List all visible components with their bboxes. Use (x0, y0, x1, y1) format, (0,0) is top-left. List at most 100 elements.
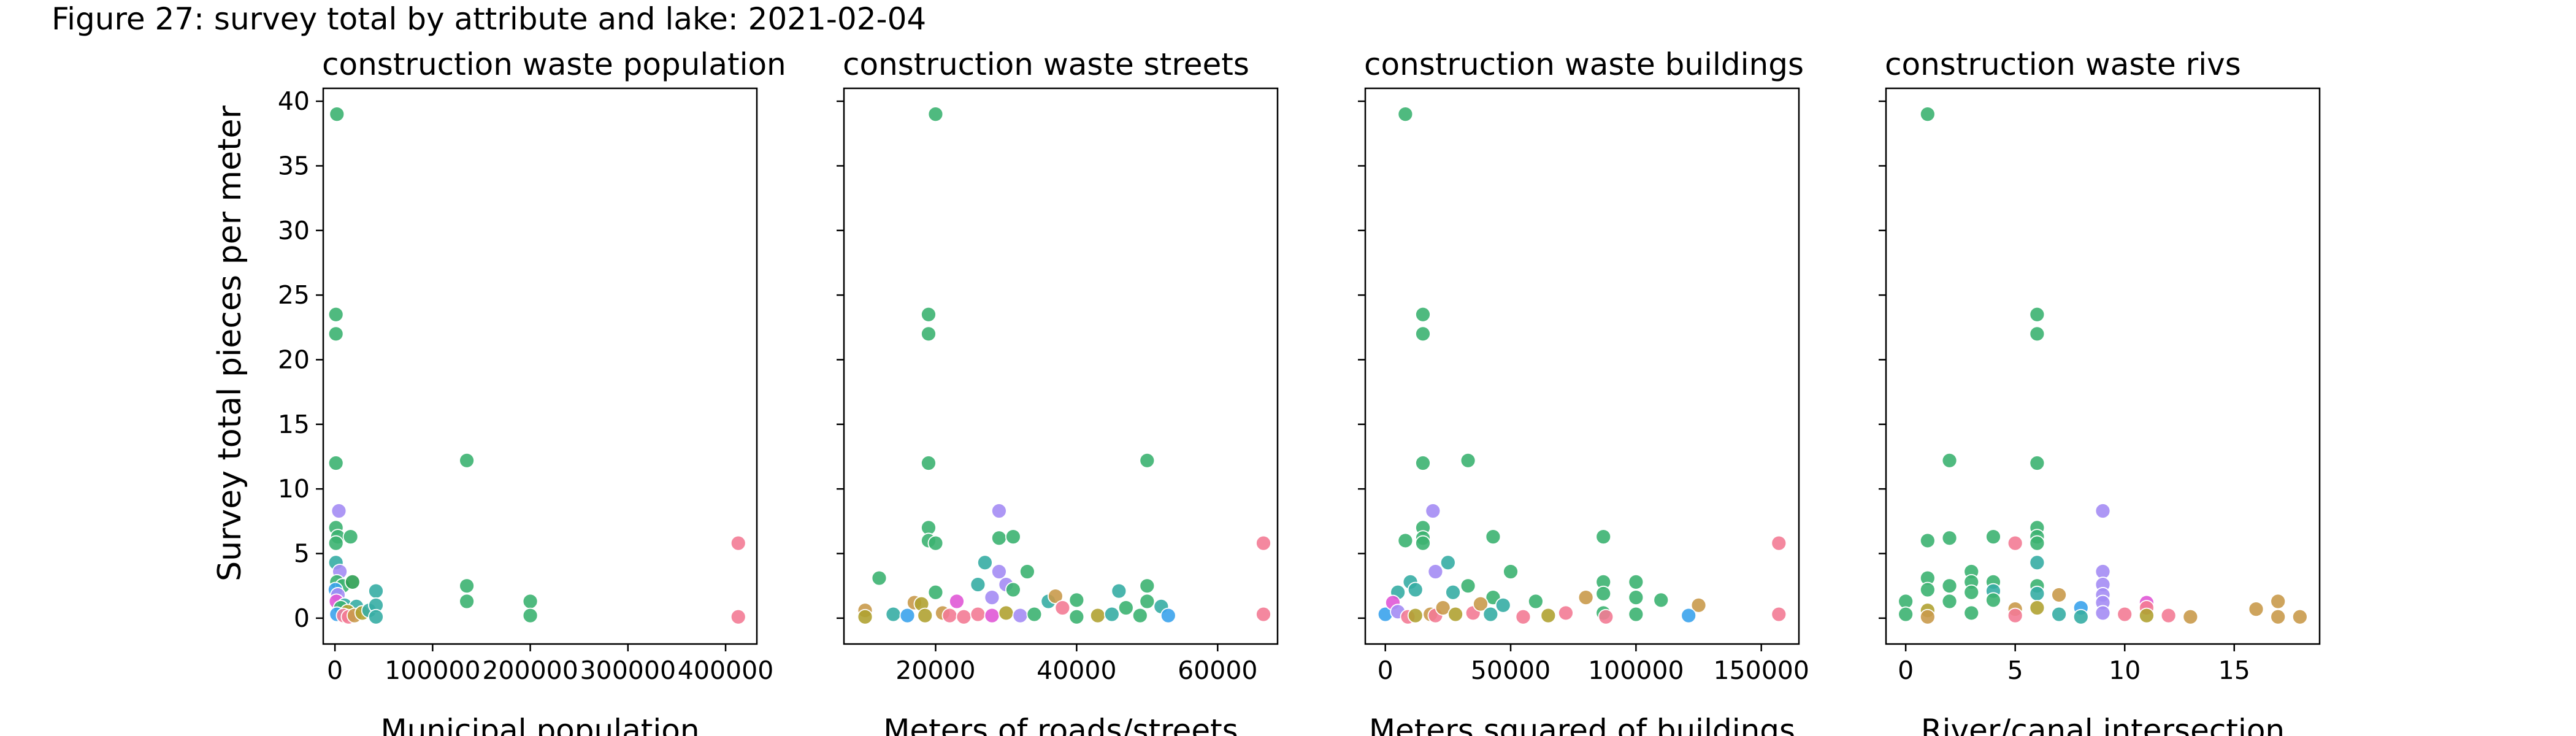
subplot-title: construction waste buildings (1364, 47, 1804, 82)
data-point (2051, 587, 2067, 603)
data-point (730, 535, 746, 551)
data-point (2270, 608, 2287, 625)
data-point (459, 578, 475, 594)
data-point (2270, 593, 2287, 610)
data-point (1919, 581, 1936, 598)
x-tick-label: 40000 (1037, 656, 1116, 685)
x-tick-label: 0 (327, 656, 343, 685)
x-tick-label: 50000 (1471, 656, 1551, 685)
data-point (1941, 452, 1958, 469)
data-point (1439, 554, 1456, 571)
data-point (1068, 592, 1085, 608)
data-point (1117, 600, 1134, 616)
x-axis-label: Meters of roads/streets (883, 713, 1238, 736)
data-point (1595, 529, 1612, 545)
data-point (1089, 607, 1106, 624)
data-point (977, 554, 993, 571)
data-point (1397, 106, 1414, 123)
x-tick-label: 60000 (1178, 656, 1257, 685)
data-point (2029, 600, 2045, 616)
data-point (1447, 606, 1464, 623)
data-point (1160, 607, 1176, 624)
data-point (1540, 607, 1557, 624)
x-tick-label: 10 (2109, 656, 2141, 685)
subplot-2: construction waste streets 20000 40000 6000… (837, 47, 1279, 736)
data-point (1460, 578, 1476, 594)
data-point (984, 589, 1000, 606)
data-point (927, 535, 944, 551)
data-point (1527, 593, 1544, 610)
x-axis-label: Municipal population (380, 713, 699, 736)
data-point (2029, 535, 2045, 551)
data-point (949, 593, 965, 610)
data-point (459, 452, 475, 469)
plot-frame (322, 87, 758, 645)
data-point (1425, 503, 1441, 519)
subplot-title: construction waste rivs (1885, 47, 2241, 82)
x-tick-label: 100000 (385, 656, 481, 685)
data-point (344, 573, 361, 590)
data-point (984, 607, 1000, 624)
data-point (1482, 606, 1499, 623)
subplot-1: construction waste population 0 100000 2000… (278, 47, 786, 736)
data-point (1653, 592, 1669, 608)
data-point (1139, 593, 1156, 610)
data-point (1019, 564, 1035, 580)
data-point (1068, 608, 1085, 625)
data-point (2291, 608, 2308, 625)
y-tick-label: 40 (278, 86, 310, 116)
data-point (1495, 597, 1511, 613)
data-point (2095, 503, 2111, 519)
data-point (2029, 554, 2045, 571)
plot-frame (1885, 87, 2321, 645)
y-tick-label: 0 (294, 604, 310, 633)
data-point (368, 608, 384, 625)
data-point (917, 607, 933, 624)
y-tick-label: 5 (294, 539, 310, 569)
data-point (2051, 606, 2067, 623)
data-point (921, 455, 937, 471)
data-point (927, 106, 944, 123)
data-point (970, 577, 986, 592)
plot-frame (1364, 87, 1800, 645)
data-point (1111, 583, 1127, 599)
x-tick-label: 200000 (482, 656, 578, 685)
data-point (1515, 608, 1531, 625)
data-point (1427, 564, 1444, 580)
y-tick-label: 10 (278, 474, 310, 504)
data-point (991, 503, 1007, 519)
data-point (329, 106, 345, 123)
data-point (1005, 581, 1021, 598)
data-point (1435, 600, 1451, 616)
x-tick-label: 5 (2007, 656, 2023, 685)
data-point (1919, 532, 1936, 549)
subplot-4: construction waste rivs 0 5 10 15 River/canal… (1879, 47, 2321, 736)
data-point (1941, 578, 1958, 594)
data-point (1054, 600, 1071, 616)
y-tick-label: 35 (278, 151, 310, 180)
x-tick-label: 400000 (678, 656, 774, 685)
data-point (2029, 306, 2045, 323)
data-point (998, 605, 1014, 621)
data-point (331, 503, 347, 519)
data-point (1919, 608, 1936, 625)
data-point (1047, 588, 1064, 604)
data-point (1919, 106, 1936, 123)
data-point (522, 607, 539, 624)
data-point (885, 606, 902, 623)
data-point (1415, 306, 1431, 323)
data-point (2248, 601, 2264, 618)
data-point (2007, 535, 2023, 551)
data-point (1460, 452, 1476, 469)
data-point (1445, 584, 1461, 600)
data-point (459, 593, 475, 610)
x-tick-label: 150000 (1713, 656, 1809, 685)
data-point (1771, 535, 1787, 551)
data-point (2095, 605, 2111, 621)
data-point (1681, 607, 1697, 624)
data-point (2117, 606, 2133, 623)
data-point (1139, 452, 1156, 469)
data-point (941, 607, 958, 624)
y-tick-label: 25 (278, 280, 310, 310)
